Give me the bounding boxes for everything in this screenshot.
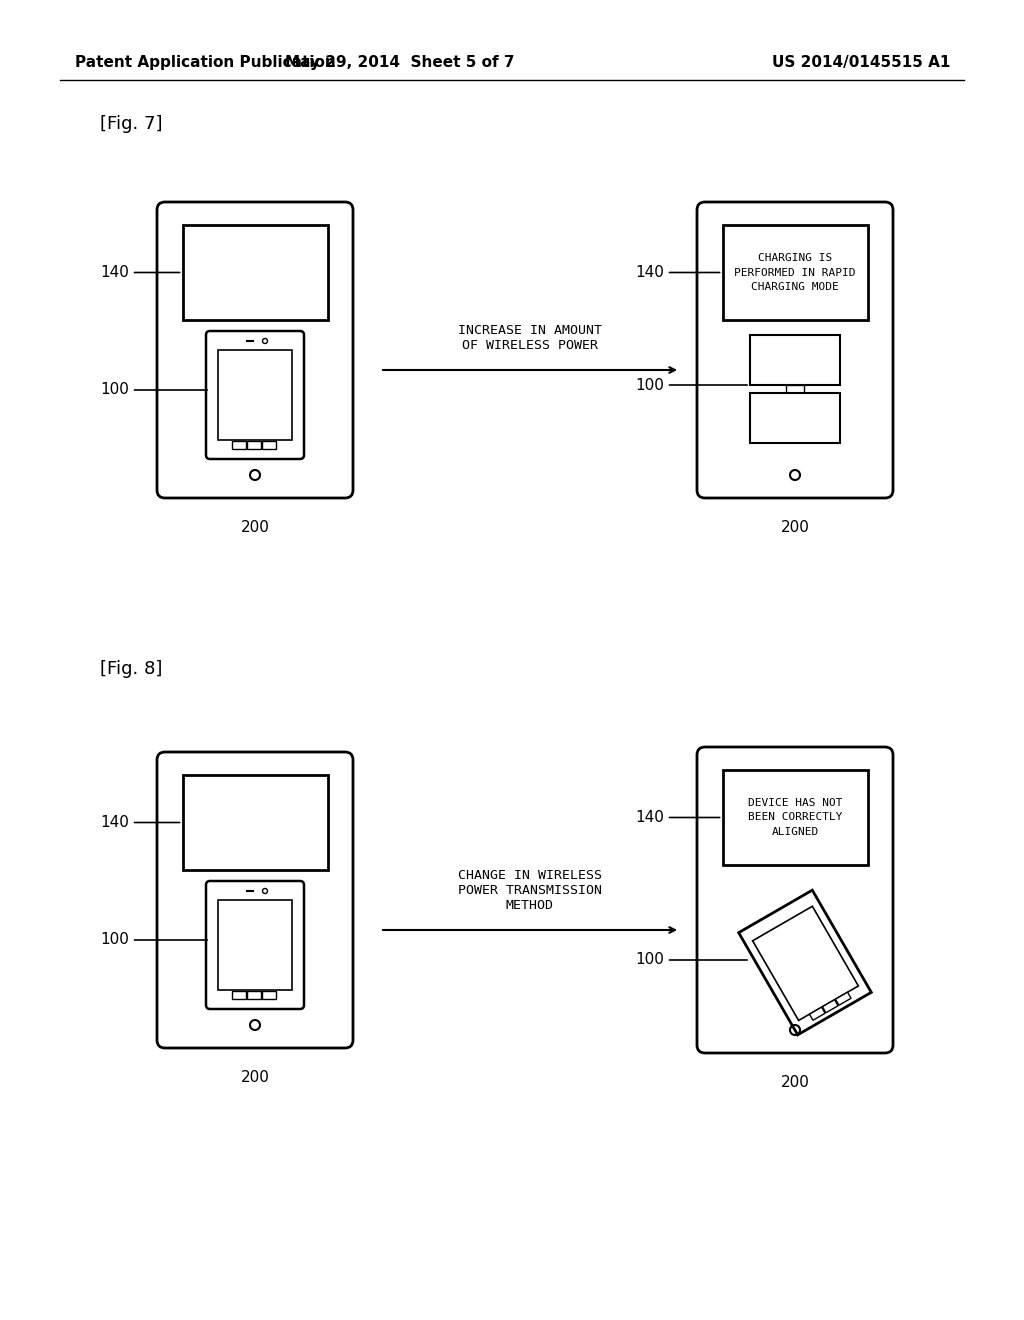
Text: May 29, 2014  Sheet 5 of 7: May 29, 2014 Sheet 5 of 7: [286, 54, 515, 70]
Text: 140: 140: [635, 810, 720, 825]
Polygon shape: [753, 907, 858, 1020]
Bar: [232, 991, 246, 999]
Bar: [247, 991, 261, 999]
Polygon shape: [738, 890, 871, 1035]
Text: [Fig. 7]: [Fig. 7]: [100, 115, 163, 133]
Text: INCREASE IN AMOUNT
OF WIRELESS POWER: INCREASE IN AMOUNT OF WIRELESS POWER: [458, 323, 602, 352]
Text: 200: 200: [241, 520, 269, 535]
Bar: [786, 385, 804, 393]
Text: [Fig. 8]: [Fig. 8]: [100, 660, 163, 678]
Text: 200: 200: [780, 1074, 809, 1090]
Bar: [750, 335, 840, 385]
Text: CHANGE IN WIRELESS
POWER TRANSMISSION
METHOD: CHANGE IN WIRELESS POWER TRANSMISSION ME…: [458, 869, 602, 912]
Bar: [750, 393, 840, 444]
Text: 100: 100: [100, 932, 207, 948]
Bar: [723, 224, 867, 319]
Polygon shape: [836, 993, 851, 1006]
Bar: [247, 441, 261, 449]
Bar: [723, 770, 867, 865]
FancyBboxPatch shape: [157, 752, 353, 1048]
Text: 200: 200: [780, 520, 809, 535]
Text: 140: 140: [635, 265, 720, 280]
Text: CHARGING IS
PERFORMED IN RAPID
CHARGING MODE: CHARGING IS PERFORMED IN RAPID CHARGING …: [734, 252, 856, 292]
Text: 140: 140: [100, 265, 180, 280]
Bar: [218, 900, 292, 990]
Bar: [218, 350, 292, 440]
Text: Patent Application Publication: Patent Application Publication: [75, 54, 336, 70]
Polygon shape: [822, 999, 838, 1012]
Text: 200: 200: [241, 1071, 269, 1085]
Text: 100: 100: [100, 383, 207, 397]
FancyBboxPatch shape: [697, 747, 893, 1053]
FancyBboxPatch shape: [206, 880, 304, 1008]
Text: 140: 140: [100, 814, 180, 830]
Polygon shape: [809, 1007, 825, 1020]
Text: US 2014/0145515 A1: US 2014/0145515 A1: [772, 54, 950, 70]
Bar: [182, 775, 328, 870]
Bar: [262, 441, 276, 449]
Bar: [232, 441, 246, 449]
Bar: [182, 224, 328, 319]
Bar: [262, 991, 276, 999]
Text: DEVICE HAS NOT
BEEN CORRECTLY
ALIGNED: DEVICE HAS NOT BEEN CORRECTLY ALIGNED: [748, 797, 843, 837]
FancyBboxPatch shape: [206, 331, 304, 459]
Text: 100: 100: [635, 953, 748, 968]
FancyBboxPatch shape: [697, 202, 893, 498]
FancyBboxPatch shape: [157, 202, 353, 498]
Text: 100: 100: [635, 378, 748, 392]
